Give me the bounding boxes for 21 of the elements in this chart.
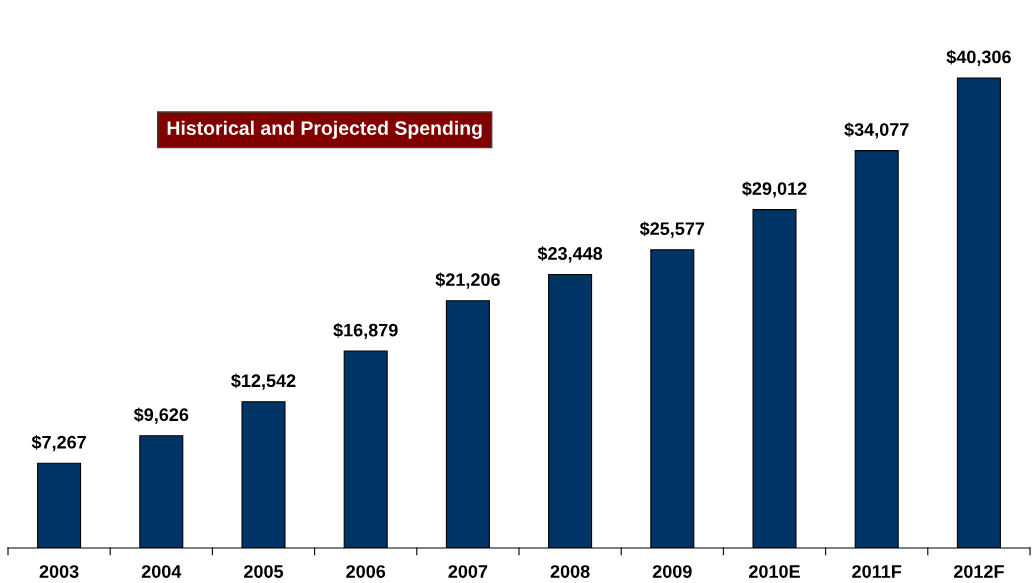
data-label: $23,448 — [537, 246, 603, 263]
x-tick-label: 2008 — [550, 565, 590, 578]
x-tick-label: 2006 — [346, 565, 386, 578]
x-tick-label: 2009 — [652, 565, 692, 578]
x-tick-label: 2004 — [141, 565, 182, 578]
x-tick-label: 2012F — [953, 565, 1004, 578]
x-tick-label: 2007 — [448, 565, 488, 578]
x-tick-label: 2005 — [244, 565, 284, 578]
data-label: $34,077 — [844, 122, 909, 139]
data-label: $21,206 — [435, 272, 500, 289]
data-label: $9,626 — [133, 407, 189, 424]
data-label: $16,879 — [333, 322, 398, 340]
data-label: $7,267 — [31, 434, 86, 452]
text: Historical and Projected Spending — [167, 120, 482, 139]
data-label: $40,306 — [946, 49, 1011, 66]
x-tick-label: 2010E — [749, 565, 800, 578]
data-label: $29,012 — [742, 181, 807, 198]
data-label: $12,542 — [231, 373, 296, 390]
x-tick-label: 2011F — [852, 565, 902, 578]
data-label: $25,577 — [639, 221, 705, 238]
x-tick-label: 2003 — [39, 565, 79, 578]
